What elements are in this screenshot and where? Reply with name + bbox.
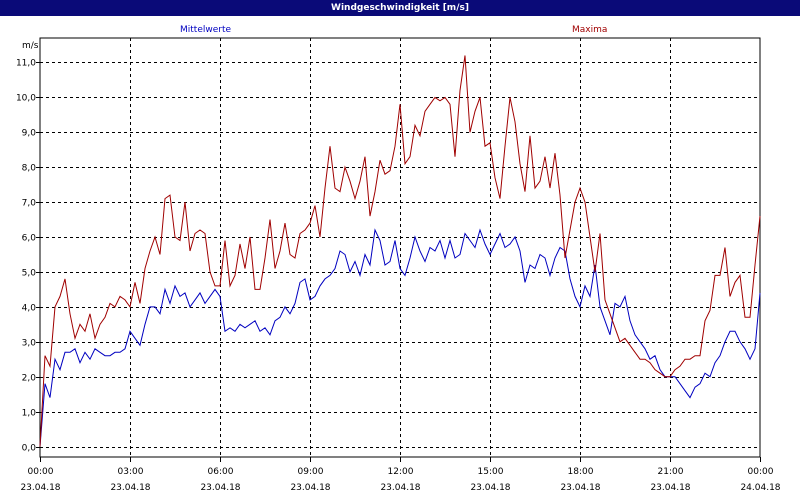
y-tick-label: 8,0 [22,164,37,174]
x-tick-time-label: 21:00 [658,467,684,477]
y-tick-label: 3,0 [22,339,37,349]
x-tick-date-label: 23.04.18 [380,483,420,493]
x-tick-date-label: 23.04.18 [200,483,240,493]
x-tick-time-label: 06:00 [208,467,234,477]
y-tick-label: 9,0 [22,129,37,139]
title-bar [0,0,800,16]
legend-maxima: Maxima [572,25,608,35]
y-tick-label: 7,0 [22,199,37,209]
chart-title: Windgeschwindigkeit [m/s] [331,3,469,13]
x-tick-time-label: 12:00 [388,467,414,477]
x-tick-date-label: 23.04.18 [110,483,150,493]
y-tick-label: 5,0 [22,269,37,279]
wind-speed-chart: 0,0 1,0 2,0 3,0 4,0 5,0 6,0 7,0 8,0 9,0 10,0 11,0 00… [16,37,781,493]
x-tick-date-label: 23.04.18 [290,483,330,493]
x-tick-date-label: 23.04.18 [650,483,690,493]
y-tick-label: 6,0 [22,234,37,244]
y-tick-label: 10,0 [16,94,36,104]
series-line-mittelwerte [39,228,761,447]
x-tick-time-label: 00:00 [28,467,54,477]
x-tick-time-label: 15:00 [478,467,504,477]
x-tick-date-label: 23.04.18 [470,483,510,493]
x-tick-time-label: 09:00 [298,467,324,477]
y-tick-label: 4,0 [22,304,37,314]
x-tick-date-label: 23.04.18 [560,483,600,493]
x-tick-date-label: 24.04.18 [740,483,780,493]
x-tick-time-label: 00:00 [748,467,774,477]
y-tick-label: 0,0 [22,444,37,454]
y-tick-label: 1,0 [22,409,37,419]
x-tick-time-label: 18:00 [568,467,594,477]
series-line-maxima [39,55,761,447]
y-tick-label: 11,0 [16,59,36,69]
x-tick-date-label: 23.04.18 [20,483,60,493]
y-tick-label: 2,0 [22,374,37,384]
legend-mittelwerte: Mittelwerte [180,25,232,35]
x-tick-time-label: 03:00 [118,467,144,477]
y-axis-unit-label: m/s [22,41,39,51]
